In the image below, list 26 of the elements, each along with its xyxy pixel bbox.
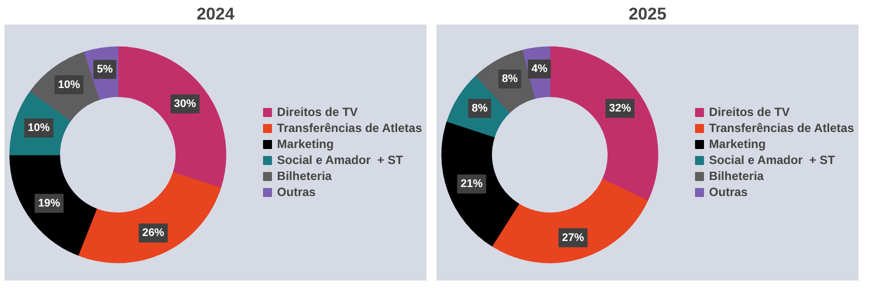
legend-label: Transferências de Atletas [709, 121, 854, 135]
chart-title: 2025 [628, 4, 666, 24]
data-label: 19% [38, 197, 60, 210]
legend-label: Marketing [709, 137, 766, 151]
data-label: 10% [28, 122, 50, 134]
data-label: 30% [174, 98, 196, 110]
legend-label: Direitos de TV [709, 105, 790, 119]
data-label: 21% [460, 178, 483, 190]
legend-label: Direitos de TV [277, 105, 358, 119]
data-label: 26% [142, 226, 164, 239]
data-label: 5% [96, 63, 113, 76]
legend-label: Social e Amador + ST [709, 153, 835, 167]
data-label: 27% [562, 232, 584, 244]
legend-label: Outras [709, 185, 748, 199]
chart-title: 2024 [196, 4, 235, 24]
data-label: 8% [502, 72, 518, 85]
data-label: 4% [531, 62, 548, 75]
data-label: 8% [472, 102, 488, 114]
legend-label: Bilheteria [709, 169, 764, 183]
data-label: 10% [58, 78, 80, 91]
legend-label: Social e Amador + ST [277, 153, 403, 167]
legend-label: Outras [277, 185, 316, 199]
legend-label: Transferências de Atletas [277, 121, 422, 135]
data-label: 32% [608, 102, 632, 114]
legend-label: Bilheteria [277, 169, 332, 183]
legend-label: Marketing [277, 137, 334, 151]
